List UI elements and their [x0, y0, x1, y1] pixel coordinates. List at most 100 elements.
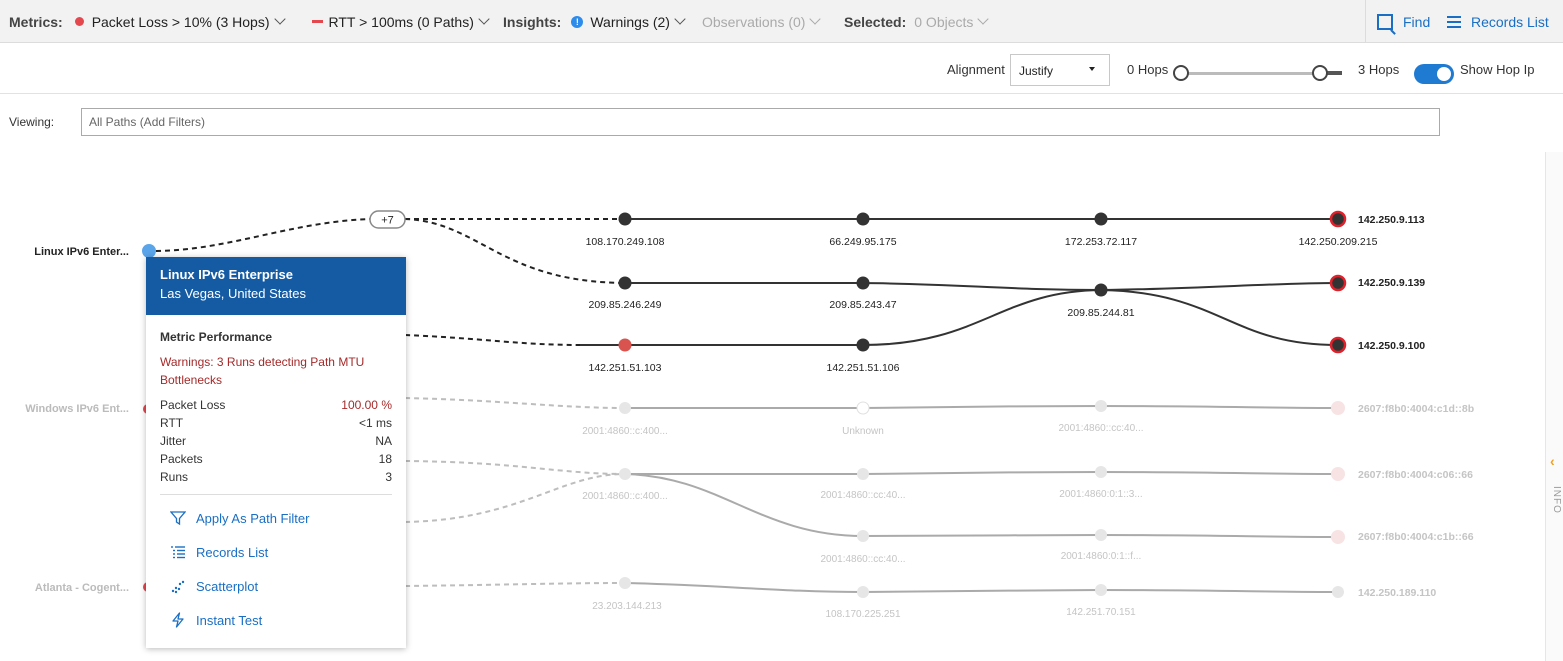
selected-dropdown[interactable]: 0 Objects [914, 13, 990, 30]
stat-row-jitter: Jitter NA [160, 434, 392, 448]
path-link [155, 218, 371, 252]
search-icon [1377, 13, 1393, 30]
hop-node[interactable] [1095, 400, 1107, 412]
show-hop-ip-toggle[interactable] [1414, 64, 1454, 84]
packet-loss-metric-dropdown[interactable]: Packet Loss > 10% (3 Hops) [74, 13, 286, 30]
destination-node[interactable] [1332, 586, 1344, 598]
records-list-button[interactable]: Records List [1447, 0, 1549, 43]
info-panel-tab[interactable] [1545, 152, 1563, 661]
source-node-linux[interactable] [142, 244, 156, 258]
path-link [624, 582, 1339, 594]
hop-ip-label: 209.85.244.81 [1067, 307, 1134, 319]
destination-label[interactable]: 2607:f8b0:4004:c1d::8b [1358, 403, 1474, 415]
alignment-select[interactable]: Justify [1010, 54, 1110, 86]
hop-node[interactable] [856, 212, 870, 226]
hop-ip-label: 172.253.72.117 [1065, 236, 1137, 248]
scatterplot-action[interactable]: Scatterplot [170, 578, 258, 594]
hop-node[interactable] [619, 468, 631, 480]
red-dot-icon [74, 17, 84, 26]
source-label[interactable]: Windows IPv6 Ent... [25, 403, 129, 415]
hop-node[interactable] [619, 402, 631, 414]
hop-node[interactable] [857, 530, 869, 542]
hop-node-alert[interactable] [618, 338, 632, 352]
packet-loss-metric-label: Packet Loss > 10% (3 Hops) [91, 13, 270, 30]
chevron-down-icon [809, 13, 822, 25]
path-link [404, 218, 626, 284]
warnings-dropdown[interactable]: ! Warnings (2) [571, 13, 686, 30]
rtt-metric-dropdown[interactable]: RTT > 100ms (0 Paths) [311, 13, 490, 30]
stat-row-packets: Packets 18 [160, 452, 392, 466]
destination-label[interactable]: 142.250.189.110 [1358, 587, 1436, 599]
insights-section: Insights: ! Warnings (2) Observations (0… [503, 0, 822, 43]
hop-node-unknown[interactable] [856, 401, 870, 415]
path-link [625, 404, 1339, 409]
card-section-title: Metric Performance [160, 330, 273, 344]
instant-test-action[interactable]: Instant Test [170, 612, 262, 628]
destination-label[interactable]: 2607:f8b0:4004:c06::66 [1358, 469, 1473, 481]
collapsed-hops-pill[interactable]: +7 [369, 210, 406, 229]
hops-min-label: 0 Hops [1127, 61, 1169, 77]
stat-value: <1 ms [358, 416, 392, 430]
destination-label[interactable]: 142.250.9.100 [1358, 340, 1425, 352]
stat-label: RTT [160, 416, 184, 430]
hops-slider-max-handle[interactable] [1312, 65, 1328, 81]
hop-ip-label: 2001:4860::cc:40... [820, 554, 905, 565]
hop-node[interactable] [1094, 283, 1108, 297]
path-link [404, 334, 581, 346]
source-label[interactable]: Linux IPv6 Enter... [34, 246, 129, 258]
hops-slider-track[interactable] [1182, 72, 1322, 75]
hop-node[interactable] [1095, 529, 1107, 541]
stat-value: 18 [378, 452, 392, 466]
hop-ip-label: 2001:4860:0:1::3... [1059, 489, 1142, 500]
hop-node[interactable] [856, 338, 870, 352]
hop-node[interactable] [856, 276, 870, 290]
view-controls-bar: Alignment Justify 0 Hops 3 Hops Show Hop… [0, 44, 1563, 94]
hop-node[interactable] [618, 276, 632, 290]
insights-label: Insights: [503, 13, 562, 30]
path-link [1100, 289, 1339, 346]
stat-label: Packet Loss [160, 398, 226, 412]
destination-node[interactable] [1331, 467, 1345, 481]
destination-label[interactable]: 142.250.9.139 [1358, 277, 1425, 289]
show-hop-ip-label: Show Hop Ip [1460, 61, 1535, 77]
path-filter-input[interactable] [81, 108, 1440, 136]
find-button[interactable]: Find [1377, 0, 1430, 43]
path-link [404, 460, 626, 475]
stat-value: 3 [385, 470, 392, 484]
hops-slider-fill [1320, 71, 1342, 75]
stat-label: Packets [160, 452, 203, 466]
destination-node-alert[interactable] [1329, 336, 1347, 354]
list-icon [170, 544, 186, 560]
stat-row-rtt: RTT <1 ms [160, 416, 392, 430]
chevron-down-icon [273, 13, 286, 25]
hop-ip-label: 142.251.51.103 [589, 362, 662, 374]
hop-node[interactable] [618, 212, 632, 226]
hop-node[interactable] [1095, 466, 1107, 478]
hop-ip-label: 66.249.95.175 [829, 236, 896, 248]
destination-label[interactable]: 2607:f8b0:4004:c1b::66 [1358, 531, 1474, 543]
card-title: Linux IPv6 Enterprise [160, 267, 293, 282]
destination-label[interactable]: 142.250.9.113 [1358, 214, 1425, 226]
info-icon: ! [571, 15, 584, 28]
hop-node[interactable] [619, 577, 631, 589]
destination-node-alert[interactable] [1329, 210, 1347, 228]
hop-node[interactable] [857, 468, 869, 480]
hops-slider-min-handle[interactable] [1173, 65, 1189, 81]
source-label[interactable]: Atlanta - Cogent... [35, 582, 129, 594]
alignment-label: Alignment [947, 61, 1005, 77]
selected-section: Selected: 0 Objects [844, 0, 990, 43]
action-label: Apply As Path Filter [196, 510, 310, 526]
hop-node[interactable] [857, 586, 869, 598]
card-warning: Warnings: 3 Runs detecting Path MTU Bott… [160, 355, 365, 387]
destination-node-alert[interactable] [1329, 274, 1347, 292]
apply-path-filter-action[interactable]: Apply As Path Filter [170, 510, 309, 526]
records-list-action[interactable]: Records List [170, 544, 268, 560]
observations-dropdown[interactable]: Observations (0) [702, 13, 822, 30]
chevron-left-icon[interactable]: ‹ [1550, 453, 1555, 469]
hop-ip-label: 2001:4860::cc:40... [1058, 423, 1143, 434]
destination-node[interactable] [1331, 401, 1345, 415]
hop-node[interactable] [1095, 584, 1107, 596]
hop-node[interactable] [1094, 212, 1108, 226]
path-link [580, 289, 1102, 346]
destination-node[interactable] [1331, 530, 1345, 544]
